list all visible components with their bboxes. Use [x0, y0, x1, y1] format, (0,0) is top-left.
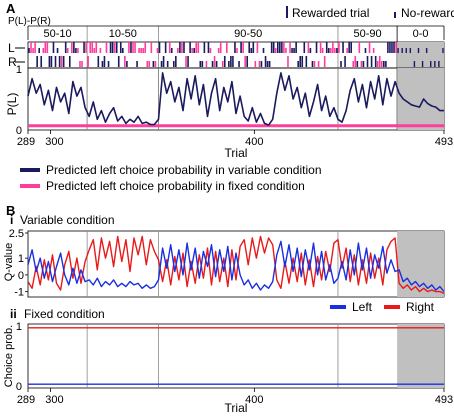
- no-reward-shaded-region: [397, 324, 444, 388]
- x-tick-label: 493: [435, 136, 453, 148]
- right-qvalue-line: [27, 235, 445, 294]
- panel-bii-xticks: 289 300 400 493: [17, 388, 453, 406]
- block-label: 90-50: [234, 28, 262, 40]
- x-tick-label: 300: [45, 136, 63, 148]
- block-label: 50-10: [43, 28, 71, 40]
- subpanel-i-title: Variable condition: [20, 213, 115, 227]
- panel-a-ytick-1: 1: [16, 64, 22, 76]
- x-tick-label: 300: [45, 394, 63, 406]
- panel-bii-plot: [28, 324, 444, 388]
- panel-a-letter: A: [6, 1, 16, 16]
- subpanel-i-num: i: [10, 213, 13, 227]
- panel-a-plot: [27, 68, 444, 130]
- y-tick-label: 0: [18, 270, 24, 282]
- panel-bi-frame: [27, 230, 445, 298]
- block-label: 0-0: [413, 28, 429, 40]
- panel-bi-plot: [27, 231, 445, 297]
- subpanel-ii-num: ii: [10, 307, 17, 321]
- panel-a-xticks: 289 300 400 493: [17, 130, 453, 148]
- legend-variable-label: Predicted left choice probability in var…: [46, 163, 322, 177]
- panel-bi-ylabel: Q-value: [3, 243, 15, 282]
- left-qvalue-line: [27, 240, 445, 293]
- subpanel-ii-title: Fixed condition: [24, 307, 105, 321]
- panel-bii-ytick-0: 0: [16, 381, 22, 393]
- block-label: 10-50: [109, 28, 137, 40]
- no-reward-shaded-region: [397, 42, 444, 68]
- no-reward-shaded-region: [397, 68, 444, 130]
- row-label-left: L: [8, 41, 15, 55]
- legend-fixed-label: Predicted left choice probability in fix…: [46, 179, 305, 193]
- panel-a-ylabel: P(L): [5, 93, 19, 116]
- rewarded-legend-label: Rewarded trial: [292, 6, 369, 20]
- x-tick-label: 289: [17, 136, 35, 148]
- x-tick-label: 400: [245, 136, 263, 148]
- y-tick-label: -1: [14, 287, 24, 299]
- choice-raster: [28, 42, 444, 68]
- block-label: 50-90: [353, 28, 381, 40]
- panel-bii-frame: [27, 323, 445, 389]
- y-tick-label: 2.5: [9, 228, 24, 240]
- panel-bii-ylabel: Choice prob.: [3, 325, 15, 387]
- panel-bii-xlabel: Trial: [225, 401, 248, 415]
- x-tick-label: 289: [17, 394, 35, 406]
- row-label-right: R: [8, 55, 17, 69]
- panel-bi-yticks: -1 0 1 2.5: [9, 228, 28, 299]
- no-reward-legend-label: No-rewarded trial: [401, 6, 454, 20]
- y-tick-label: 1: [18, 253, 24, 265]
- panel-a-ytick-0: 0: [16, 125, 22, 137]
- block-prob-label: P(L)-P(R): [8, 16, 51, 27]
- variable-condition-line: [27, 72, 444, 126]
- legend-left-label: Left: [352, 300, 373, 314]
- x-tick-label: 400: [245, 394, 263, 406]
- panel-bii-ytick-1: 1: [16, 321, 22, 333]
- x-tick-label: 493: [435, 394, 453, 406]
- panel-a-xlabel: Trial: [225, 146, 248, 160]
- panel-b-letter: B: [6, 203, 15, 218]
- legend-right-label: Right: [406, 300, 435, 314]
